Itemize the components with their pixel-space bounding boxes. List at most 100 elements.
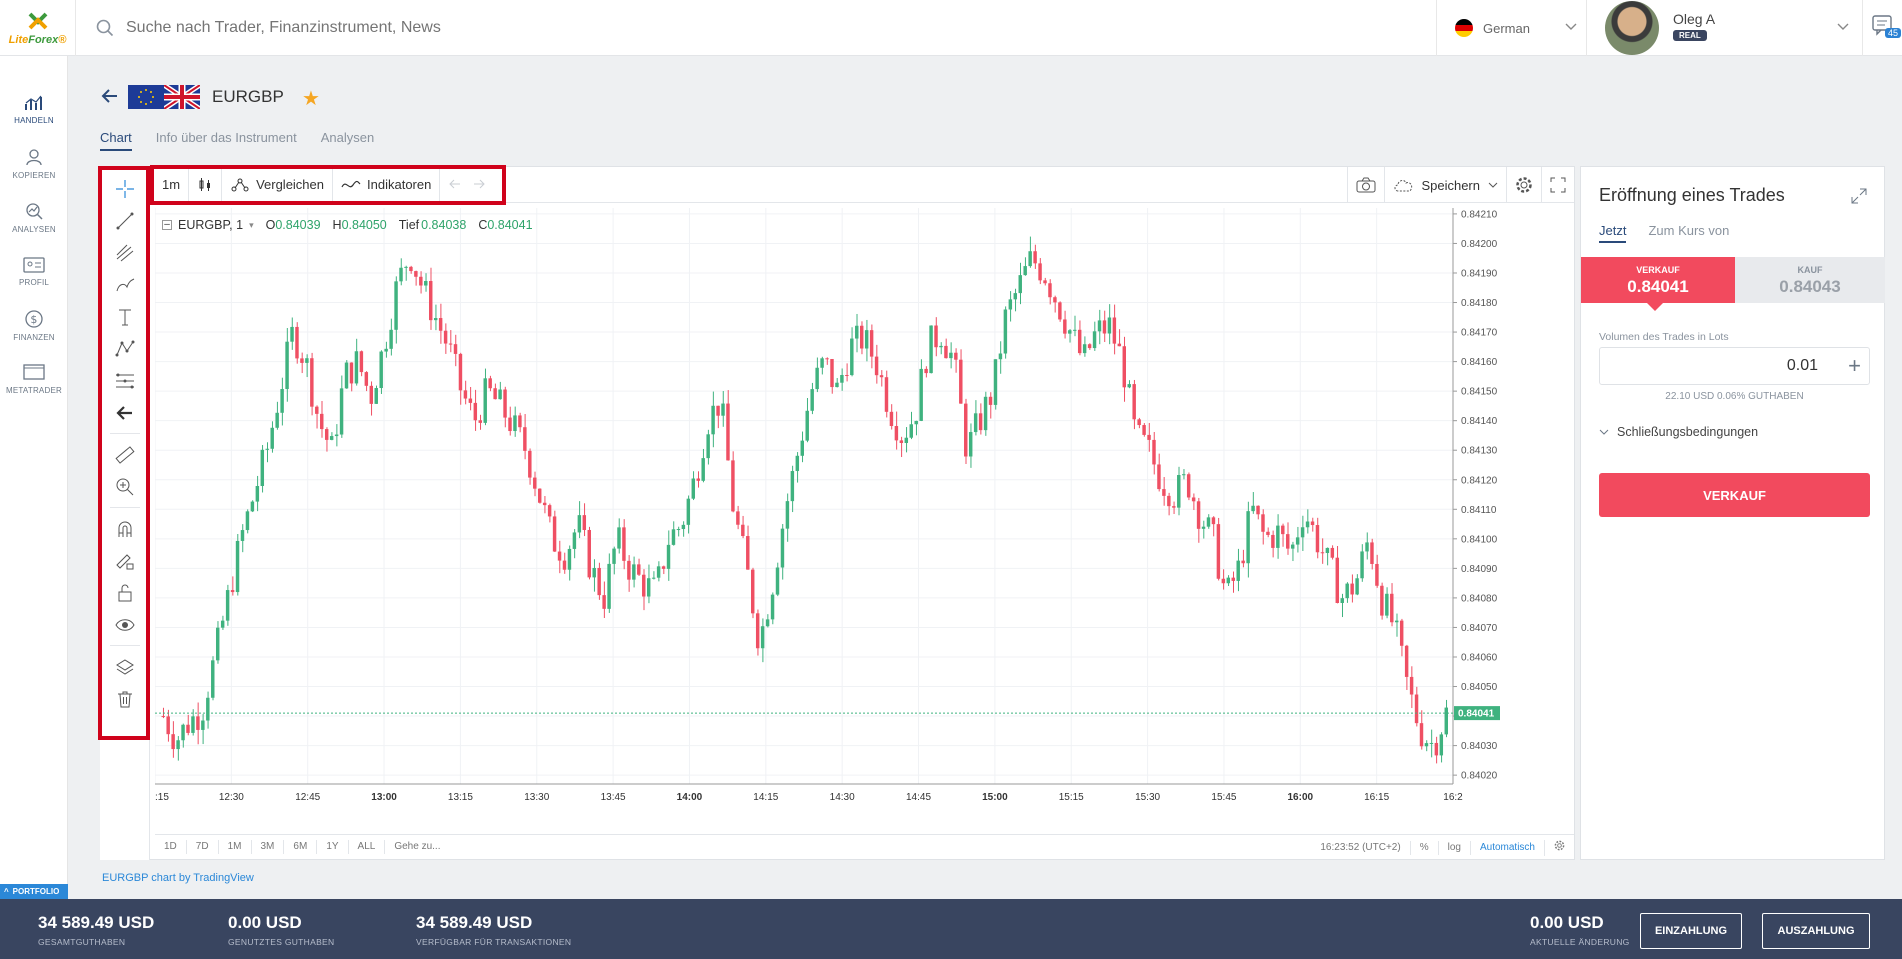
candle-body — [1003, 309, 1008, 354]
candle-body — [800, 440, 804, 456]
search-input[interactable] — [126, 19, 666, 37]
back-tool[interactable] — [113, 401, 137, 425]
withdraw-button[interactable]: AUSZAHLUNG — [1762, 913, 1870, 949]
range-7d[interactable]: 7D — [187, 840, 219, 854]
log-toggle[interactable]: log — [1437, 840, 1470, 855]
sell-button[interactable]: VERKAUF — [1599, 473, 1870, 517]
crosshair-tool[interactable] — [113, 177, 137, 201]
save-button[interactable]: Speichern — [1384, 167, 1506, 203]
deposit-button[interactable]: EINZAHLUNG — [1640, 913, 1742, 949]
zoom-in-icon — [116, 478, 134, 496]
range-all[interactable]: ALL — [349, 840, 386, 854]
close-label: C — [478, 218, 488, 232]
user-menu[interactable]: Oleg A REAL — [1586, 0, 1862, 56]
trendline-tool[interactable] — [113, 209, 137, 233]
candle-body — [419, 276, 423, 286]
text-tool[interactable] — [113, 305, 137, 329]
zoom-tool[interactable] — [113, 475, 137, 499]
auto-scale-toggle[interactable]: Automatisch — [1469, 840, 1544, 855]
candle-body — [1310, 521, 1315, 526]
nav-item-kopieren[interactable]: KOPIEREN — [0, 138, 68, 188]
candle-body — [1018, 275, 1022, 294]
tab-chart[interactable]: Chart — [100, 130, 132, 151]
nav-item-handeln[interactable]: HANDELN — [0, 84, 68, 134]
x-tick-label: 16:15 — [1364, 792, 1389, 803]
legend-collapse-icon[interactable]: – — [162, 220, 172, 230]
candle-body — [790, 471, 795, 502]
candle-body — [760, 626, 765, 649]
tab-analysen[interactable]: Analysen — [320, 130, 375, 145]
tab-now[interactable]: Jetzt — [1599, 223, 1627, 243]
tradingview-credit-link[interactable]: EURGBP chart by TradingView — [102, 872, 254, 884]
messages-button[interactable]: 45 — [1862, 0, 1902, 56]
candle-body — [711, 405, 715, 435]
candle-body — [731, 460, 735, 512]
expand-icon[interactable] — [1850, 187, 1868, 205]
nav-item-analysen[interactable]: ANALYSEN — [0, 192, 68, 242]
range-1d[interactable]: 1D — [155, 840, 187, 854]
brush-tool[interactable] — [113, 273, 137, 297]
prediction-tool[interactable] — [113, 369, 137, 393]
range-1m[interactable]: 1M — [219, 840, 252, 854]
chart-type-button[interactable] — [189, 166, 223, 203]
candle-body — [1087, 344, 1092, 349]
pattern-tool[interactable] — [113, 337, 137, 361]
price-chart[interactable]: 0.84210 0.84200 0.84190 0.84180 0.84170 0.841… — [155, 208, 1527, 818]
candle-body — [310, 358, 314, 407]
fullscreen-button[interactable] — [1541, 167, 1574, 203]
interval-selector[interactable]: 1m — [150, 166, 190, 203]
portfolio-label: PORTFOLIO — [12, 887, 60, 896]
tab-limit[interactable]: Zum Kurs von — [1648, 223, 1730, 238]
nav-item-profil[interactable]: PROFIL — [0, 246, 68, 296]
chart-settings-button[interactable] — [1506, 167, 1541, 203]
candle-body — [770, 594, 775, 620]
tab-info[interactable]: Info über das Instrument — [155, 130, 297, 145]
user-name: Oleg A — [1673, 11, 1716, 27]
candle-body — [1152, 439, 1156, 465]
candle-body — [1102, 320, 1107, 334]
percent-toggle[interactable]: % — [1409, 840, 1438, 855]
nav-item-metatrader[interactable]: METATRADER — [0, 354, 68, 404]
measure-tool[interactable] — [113, 443, 137, 467]
logo[interactable]: LiteForex® — [0, 0, 76, 56]
volume-input[interactable] — [1600, 348, 1830, 384]
candle-body — [324, 429, 329, 440]
portfolio-tab[interactable]: ^ PORTFOLIO — [0, 884, 68, 899]
volume-field: + — [1599, 347, 1870, 385]
range-6m[interactable]: 6M — [284, 840, 318, 854]
lock-drawing-tool[interactable] — [113, 549, 137, 573]
language-selector[interactable]: German — [1436, 0, 1586, 56]
undo-icon[interactable] — [448, 178, 462, 192]
candle-body — [1360, 551, 1364, 579]
favorite-star-icon[interactable]: ★ — [302, 88, 320, 110]
nav-item-finanzen[interactable]: $ FINANZEN — [0, 300, 68, 350]
range-3m[interactable]: 3M — [252, 840, 285, 854]
visibility-tool[interactable] — [113, 613, 137, 637]
candle-body — [1251, 505, 1255, 512]
magnet-tool[interactable] — [113, 517, 137, 541]
goto-date-button[interactable]: Gehe zu... — [394, 841, 441, 852]
screenshot-button[interactable] — [1347, 167, 1384, 203]
range-1y[interactable]: 1Y — [317, 840, 349, 854]
buy-price-box[interactable]: KAUF 0.84043 — [1735, 257, 1885, 303]
plus-icon[interactable]: + — [1848, 353, 1861, 378]
candle-body — [1181, 474, 1186, 476]
close-conditions-toggle[interactable]: Schließungsbedingungen — [1599, 425, 1758, 439]
redo-icon[interactable] — [472, 178, 486, 192]
candle-body — [736, 511, 740, 525]
candle-body — [240, 530, 245, 541]
sell-price-box[interactable]: VERKAUF 0.84041 — [1581, 257, 1735, 303]
back-arrow-icon[interactable] — [100, 86, 120, 106]
scale-settings-button[interactable] — [1544, 839, 1574, 856]
save-label: Speichern — [1421, 177, 1480, 193]
indicators-button[interactable]: Indikatoren — [333, 166, 441, 203]
compare-button[interactable]: Vergleichen — [222, 166, 334, 203]
candle-body — [1375, 563, 1379, 586]
candle-body — [1429, 742, 1434, 744]
lock-tool[interactable] — [113, 581, 137, 605]
layers-tool[interactable] — [113, 655, 137, 679]
candle-body — [1226, 577, 1231, 584]
x-tick-label: 14:15 — [753, 792, 778, 803]
delete-tool[interactable] — [113, 687, 137, 711]
fib-tool[interactable] — [113, 241, 137, 265]
